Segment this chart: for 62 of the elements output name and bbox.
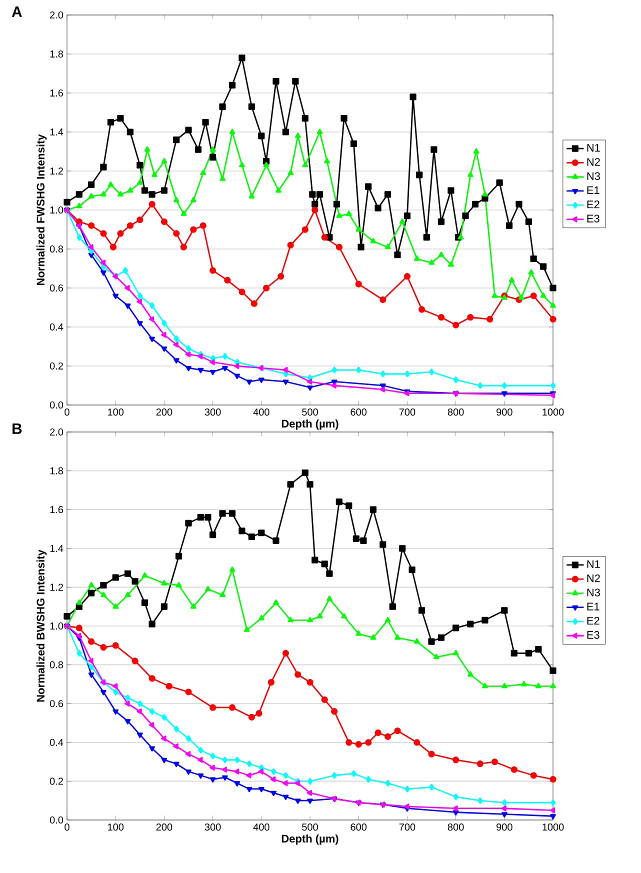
legend-label: N1 [587, 560, 600, 568]
x-tick-label: 0 [64, 408, 70, 416]
x-tick-label: 400 [253, 408, 270, 416]
x-tick-label: 1000 [542, 408, 564, 416]
y-tick-label: 1.6 [50, 89, 64, 97]
x-tick-label: 300 [204, 408, 221, 416]
legend-label: E1 [587, 186, 600, 194]
y-tick-label: 1.2 [50, 168, 63, 174]
x-tick-label: 600 [350, 408, 367, 416]
y-axis-title: Normalized BWSHG Intensity [36, 550, 47, 702]
y-tick-label: 1.0 [50, 206, 64, 214]
y-tick-label: 1.2 [50, 584, 63, 591]
y-tick-label: 0.2 [50, 778, 63, 785]
y-tick-label: 0.4 [50, 323, 64, 331]
legend-label: N1 [587, 144, 600, 152]
legend-label: E3 [587, 214, 600, 222]
y-tick-label: 0.2 [50, 362, 63, 370]
x-tick-label: 800 [448, 824, 464, 831]
x-tick-label: 500 [302, 824, 318, 831]
x-axis-title: Depth (µm) [282, 419, 338, 430]
legend-label: N3 [587, 172, 600, 180]
legend-label: E1 [587, 602, 600, 610]
legend-label: E2 [587, 616, 600, 625]
y-tick-label: 1.0 [50, 622, 64, 630]
y-tick-label: 1.8 [50, 50, 64, 58]
text: A [12, 6, 22, 17]
x-tick-label: 900 [496, 824, 512, 831]
x-tick-label: 600 [350, 824, 367, 831]
legend-label: N3 [587, 588, 600, 596]
x-tick-label: 400 [253, 824, 270, 831]
x-tick-label: 100 [108, 824, 124, 831]
y-tick-label: 2.0 [50, 11, 64, 19]
x-tick-label: 500 [302, 408, 318, 416]
x-tick-label: 100 [108, 408, 124, 416]
x-tick-label: 900 [496, 408, 512, 416]
x-tick-label: 800 [448, 408, 464, 416]
y-tick-label: 0.6 [50, 284, 64, 292]
legend-label: N2 [587, 574, 600, 582]
y-tick-label: 0.8 [50, 245, 64, 253]
x-tick-label: 1000 [542, 824, 564, 831]
x-tick-label: 300 [204, 824, 221, 831]
y-tick-label: 0.6 [50, 700, 64, 708]
x-tick-label: 200 [156, 824, 172, 831]
legend-label: E2 [587, 200, 600, 208]
x-tick-label: 0 [64, 824, 70, 831]
y-tick-label: 1.4 [50, 544, 64, 552]
text: B [12, 424, 22, 434]
y-tick-label: 1.4 [50, 128, 64, 136]
y-tick-label: 0.4 [50, 738, 64, 746]
y-tick-label: 1.6 [50, 506, 64, 514]
x-tick-label: 700 [399, 824, 416, 831]
y-tick-label: 0.0 [50, 816, 64, 824]
y-tick-label: 2.0 [50, 428, 64, 436]
legend-label: E3 [587, 631, 600, 639]
y-axis-title: Normalized FWSHG Intensity [36, 134, 47, 286]
x-axis-title: Depth (µm) [282, 834, 338, 845]
x-tick-label: 700 [399, 408, 416, 416]
x-tick-label: 200 [156, 408, 172, 416]
y-tick-label: 1.8 [50, 467, 64, 474]
y-tick-label: 0.8 [50, 661, 64, 668]
y-tick-label: 0.0 [50, 401, 64, 409]
legend-label: N2 [587, 158, 600, 166]
